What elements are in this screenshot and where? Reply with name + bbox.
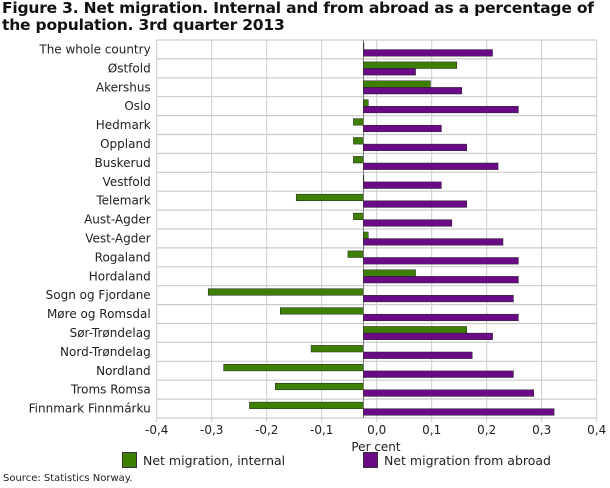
category-label: Finnmark Finnmárku (29, 402, 151, 416)
bar-internal (353, 118, 364, 126)
bar-abroad (363, 295, 514, 303)
category-label: Rogaland (95, 250, 151, 264)
category-label: Nord-Trøndelag (60, 345, 151, 359)
bar-internal (353, 137, 364, 145)
category-label: Buskerud (95, 156, 151, 170)
bar-internal (275, 382, 364, 391)
bar-internal (363, 80, 431, 88)
category-label: Hordaland (89, 269, 151, 283)
chart-title: Figure 3. Net migration. Internal and fr… (2, 0, 594, 34)
x-axis-label: Per cent (351, 440, 401, 454)
bar-internal (223, 364, 364, 372)
category-label: Vestfold (103, 175, 151, 189)
category-label: Hedmark (96, 118, 151, 132)
category-label: Oppland (100, 137, 151, 151)
category-label: Sør-Trøndelag (70, 326, 151, 340)
x-tick-label: -0,4 (145, 423, 168, 437)
bar-internal (249, 401, 364, 409)
category-label: Møre og Romsdal (47, 307, 151, 321)
bar-abroad (363, 181, 442, 189)
source-note: Source: Statistics Norway. (3, 473, 133, 484)
legend-swatch-abroad (363, 452, 378, 468)
x-tick-label: 0,3 (532, 423, 551, 437)
category-label: Telemark (95, 194, 150, 208)
category-label: Aust-Agder (84, 213, 151, 227)
bar-abroad (363, 87, 462, 95)
legend-abroad: Net migration from abroad (363, 452, 551, 468)
bar-abroad (363, 276, 519, 284)
bar-internal (363, 326, 467, 334)
category-label: Nordland (96, 364, 151, 378)
bar-abroad (363, 332, 493, 340)
legend-label-abroad: Net migration from abroad (384, 452, 551, 468)
bar-abroad (363, 106, 519, 114)
bar-internal (347, 250, 364, 258)
bar-internal (280, 307, 364, 315)
bar-abroad (363, 143, 467, 151)
bar-internal (363, 231, 369, 239)
bar-internal (353, 212, 364, 220)
legend-internal: Net migration, internal (122, 452, 285, 468)
bar-abroad (363, 200, 467, 208)
bar-abroad (363, 408, 555, 416)
bar-abroad (363, 219, 453, 227)
x-tick-label: -0,3 (200, 423, 223, 437)
bar-abroad (363, 162, 499, 170)
x-tick-label: 0,0 (367, 423, 386, 437)
bar-internal (363, 61, 458, 69)
bar-internal (363, 99, 369, 107)
bar-abroad (363, 313, 519, 322)
x-tick-label: 0,1 (422, 423, 441, 437)
category-label: Troms Romsa (70, 383, 151, 397)
category-label: Akershus (96, 80, 151, 94)
x-tick-label: 0,4 (587, 423, 606, 437)
category-label: The whole country (38, 42, 150, 56)
x-tick-label: 0,2 (477, 423, 496, 437)
category-label: Vest-Agder (85, 231, 151, 245)
bar-abroad (363, 370, 514, 378)
bar-internal (363, 269, 416, 277)
category-label: Oslo (124, 99, 150, 113)
category-label: Østfold (108, 61, 151, 75)
category-label: Sogn og Fjordane (46, 288, 151, 302)
x-tick-label: -0,2 (255, 423, 278, 437)
bar-internal (207, 288, 364, 296)
bar-abroad (363, 389, 535, 397)
legend-swatch-internal (122, 452, 137, 468)
bar-abroad (363, 68, 416, 76)
bar-internal (295, 193, 364, 202)
bar-internal (310, 345, 364, 353)
legend-label-internal: Net migration, internal (143, 452, 286, 468)
bar-abroad (363, 124, 442, 133)
bar-abroad (363, 238, 504, 246)
bar-abroad (363, 351, 473, 359)
bar-abroad (363, 257, 519, 265)
bar-abroad (363, 49, 493, 57)
x-tick-label: -0,1 (310, 423, 333, 437)
bar-internal (353, 156, 364, 164)
